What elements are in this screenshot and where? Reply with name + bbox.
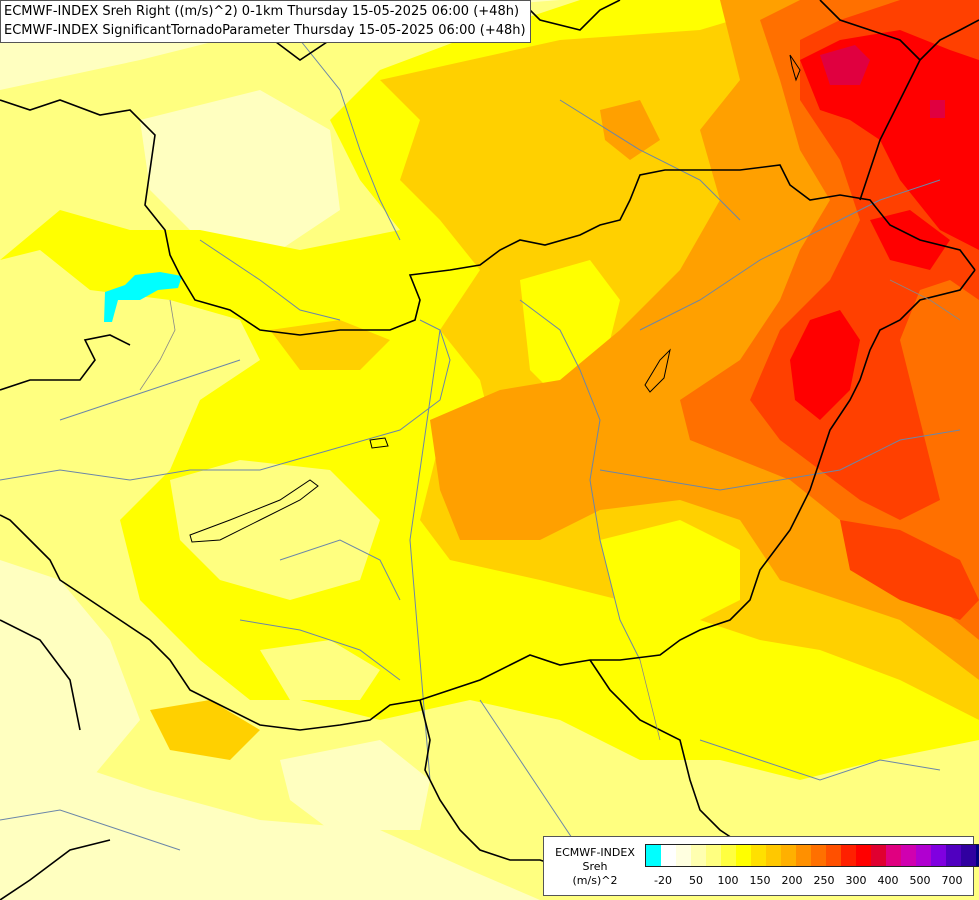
legend-swatch bbox=[886, 845, 901, 866]
border bbox=[0, 269, 976, 731]
legend-color-scale bbox=[645, 844, 979, 867]
river bbox=[59, 359, 241, 421]
legend-swatch bbox=[931, 845, 946, 866]
border bbox=[859, 19, 979, 201]
header-line-sreh: ECMWF-INDEX Sreh Right ((m/s)^2) 0-1km T… bbox=[4, 4, 520, 19]
legend-unit: (m/s)^2 bbox=[572, 874, 618, 887]
legend-tick-label: 50 bbox=[689, 874, 703, 887]
river bbox=[199, 239, 341, 321]
header-line-stp: ECMWF-INDEX SignificantTornadoParameter … bbox=[4, 23, 526, 38]
river bbox=[519, 299, 641, 661]
river bbox=[409, 329, 441, 781]
legend-swatch bbox=[781, 845, 796, 866]
border bbox=[0, 334, 131, 391]
border bbox=[819, 0, 921, 61]
legend-title: ECMWF-INDEX Sreh (m/s)^2 bbox=[550, 846, 640, 888]
rivers bbox=[0, 39, 961, 881]
river bbox=[299, 39, 401, 241]
lake bbox=[789, 54, 801, 82]
field-crimson-core bbox=[930, 100, 945, 118]
legend-swatch bbox=[826, 845, 841, 866]
field-cyan-patch bbox=[104, 272, 182, 322]
legend-model: ECMWF-INDEX bbox=[555, 846, 635, 859]
border bbox=[179, 164, 976, 336]
color-legend: ECMWF-INDEX Sreh (m/s)^2 -20 50 100 150 200 2… bbox=[543, 836, 979, 896]
field-gold-west bbox=[270, 320, 390, 370]
legend-swatch bbox=[736, 845, 751, 866]
river bbox=[599, 429, 961, 491]
legend-swatch bbox=[811, 845, 826, 866]
border bbox=[0, 99, 181, 276]
legend-tick-label: 250 bbox=[813, 874, 835, 887]
field-pale-patch bbox=[280, 740, 430, 830]
legend-swatch bbox=[646, 845, 661, 866]
lake-balaton bbox=[189, 479, 319, 543]
field-crimson-core bbox=[820, 45, 870, 85]
border bbox=[519, 0, 621, 31]
legend-swatch bbox=[796, 845, 811, 866]
legend-tick-label: 150 bbox=[749, 874, 771, 887]
legend-tick-label: -20 bbox=[654, 874, 672, 887]
field-red bbox=[790, 310, 860, 420]
river bbox=[559, 99, 741, 221]
border bbox=[0, 619, 81, 731]
field-light-patch bbox=[260, 640, 380, 700]
legend-swatch bbox=[916, 845, 931, 866]
field-gold-south bbox=[150, 700, 260, 760]
legend-tick-label: 100 bbox=[717, 874, 739, 887]
legend-swatch bbox=[751, 845, 766, 866]
field-yellow-island bbox=[600, 520, 740, 630]
regional-borders bbox=[139, 279, 961, 741]
legend-swatch bbox=[691, 845, 706, 866]
field-light-patch bbox=[170, 460, 380, 600]
field-pale-patch bbox=[0, 560, 140, 790]
legend-tick-label: 500 bbox=[909, 874, 931, 887]
legend-swatch bbox=[661, 845, 676, 866]
legend-swatch bbox=[721, 845, 736, 866]
river bbox=[279, 539, 401, 601]
legend-swatch bbox=[976, 845, 979, 866]
map-header: ECMWF-INDEX Sreh Right ((m/s)^2) 0-1km T… bbox=[0, 0, 531, 43]
legend-parameter: Sreh bbox=[582, 860, 608, 873]
legend-swatch bbox=[856, 845, 871, 866]
legend-swatch bbox=[841, 845, 856, 866]
legend-swatch bbox=[946, 845, 961, 866]
field-pale-patch bbox=[140, 90, 340, 250]
lake bbox=[369, 437, 389, 449]
legend-swatch bbox=[676, 845, 691, 866]
legend-swatch bbox=[766, 845, 781, 866]
legend-tick-label: 300 bbox=[845, 874, 867, 887]
legend-swatch bbox=[706, 845, 721, 866]
river bbox=[639, 179, 941, 331]
legend-tick-label: 700 bbox=[941, 874, 963, 887]
river bbox=[699, 739, 941, 781]
river bbox=[0, 319, 451, 481]
legend-swatch bbox=[961, 845, 976, 866]
field-red-orange-south bbox=[840, 520, 979, 620]
legend-tick-labels: -20 50 100 150 200 250 300 400 500 700 bbox=[645, 874, 970, 888]
river bbox=[0, 809, 181, 851]
lake bbox=[644, 348, 671, 393]
field-light-patch bbox=[0, 290, 50, 400]
legend-swatch bbox=[871, 845, 886, 866]
legend-swatch bbox=[901, 845, 916, 866]
river bbox=[239, 619, 401, 681]
legend-tick-label: 400 bbox=[877, 874, 899, 887]
field-orange-patch bbox=[600, 100, 660, 160]
legend-tick-label: 200 bbox=[781, 874, 803, 887]
border bbox=[419, 699, 571, 871]
border bbox=[0, 839, 111, 900]
